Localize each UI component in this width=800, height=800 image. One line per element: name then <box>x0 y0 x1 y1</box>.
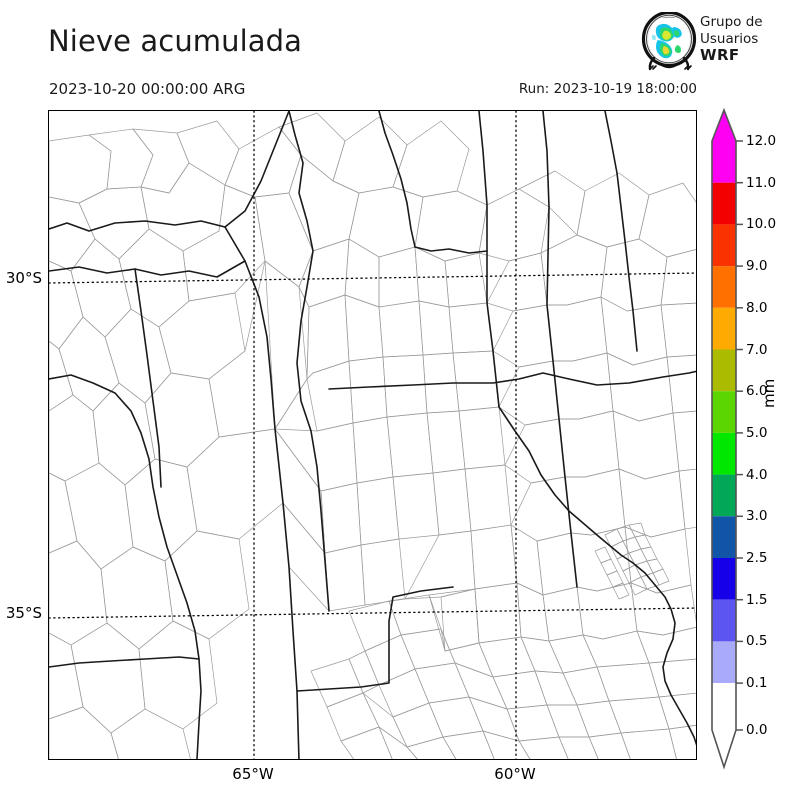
colorbar-tick-label-6: 6.0 <box>746 383 768 400</box>
logo-line-3: WRF <box>700 46 740 64</box>
valid-time-label: 2023-10-20 00:00:00 ARG <box>49 80 246 98</box>
colorbar-under-arrow <box>712 730 736 767</box>
wrf-user-group-logo: Grupo de Usuarios WRF <box>640 10 800 74</box>
map-background <box>49 111 696 759</box>
logo-text-block: Grupo de Usuarios WRF <box>700 14 800 64</box>
wrf-globe-logo-icon <box>640 10 698 72</box>
department-boundaries <box>49 112 696 759</box>
colorbar-unit-label: mm <box>760 378 778 408</box>
colorbar-tick-label-4: 8.0 <box>746 299 768 316</box>
map-plot-area[interactable] <box>48 110 697 760</box>
colorbar-tick-label-3: 9.0 <box>746 258 768 275</box>
colorbar-tick-label-2: 10.0 <box>746 216 777 233</box>
colorbar-tick-label-13: 0.1 <box>746 675 768 692</box>
colorbar-ticks <box>736 140 743 731</box>
logo-line-2: Usuarios <box>700 30 759 47</box>
colorbar-over-arrow <box>712 110 736 141</box>
colorbar-tick-label-14: 0.0 <box>746 722 768 738</box>
map-geometry <box>49 111 696 759</box>
colorbar-tick-label-10: 2.5 <box>746 550 768 566</box>
page-title: Nieve acumulada <box>48 24 303 58</box>
colorbar-bands <box>712 110 736 767</box>
x-axis-tick-65w: 65°W <box>232 765 274 783</box>
colorbar-tick-label-11: 1.5 <box>746 591 768 608</box>
y-axis-tick-30s: 30°S <box>5 269 42 287</box>
colorbar[interactable]: 12.0 11.0 10.0 9.0 8.0 7.0 6.0 5.0 4.0 3… <box>705 104 800 784</box>
logo-line-1: Grupo de <box>700 14 763 30</box>
province-boundaries <box>49 111 696 759</box>
x-axis-tick-60w: 60°W <box>494 765 536 783</box>
colorbar-tick-label-1: 11.0 <box>746 174 777 191</box>
colorbar-tick-label-12: 0.5 <box>746 633 768 650</box>
colorbar-tick-label-0: 12.0 <box>746 133 777 149</box>
colorbar-tick-label-8: 4.0 <box>746 466 768 483</box>
colorbar-tick-label-7: 5.0 <box>746 424 768 441</box>
y-axis-tick-35s: 35°S <box>5 604 42 622</box>
colorbar-graphic <box>711 107 743 770</box>
run-time-label: Run: 2023-10-19 18:00:00 <box>518 81 697 97</box>
colorbar-tick-label-5: 7.0 <box>746 341 768 358</box>
colorbar-tick-label-9: 3.0 <box>746 508 768 525</box>
